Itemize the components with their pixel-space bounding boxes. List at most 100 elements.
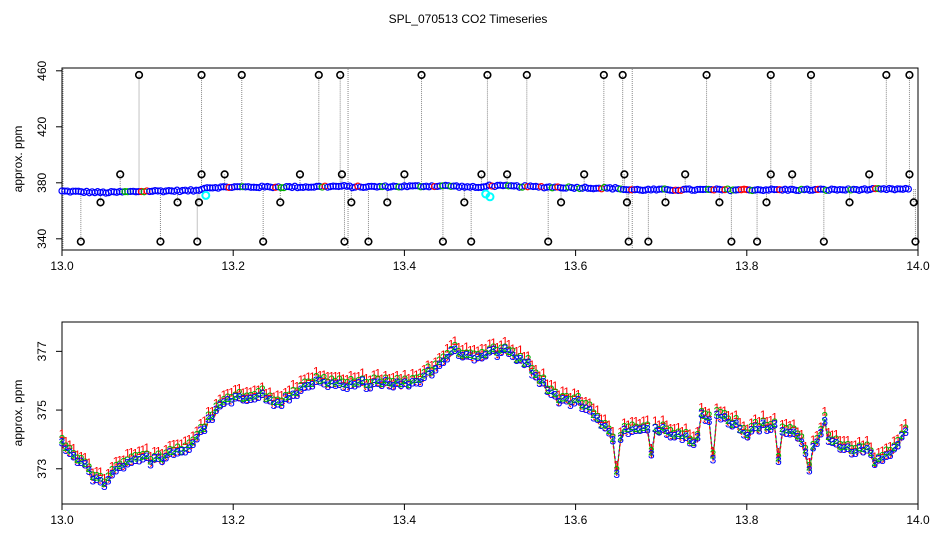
series-line-1 (61, 351, 907, 489)
series-1-marker: 1 (440, 348, 447, 362)
series-2-marker: 2 (475, 349, 482, 363)
outlier-point (766, 70, 775, 80)
series-1-marker: 1 (767, 413, 774, 427)
series-3-marker: 3 (151, 452, 158, 466)
series-2-marker: 2 (371, 372, 378, 386)
series-1-marker: 1 (244, 384, 251, 398)
series-2-marker: 2 (898, 428, 905, 442)
series-1-marker: 1 (286, 383, 293, 397)
outlier-point (197, 70, 206, 80)
series-2-marker: 2 (556, 392, 563, 406)
series-1-marker: 1 (328, 369, 335, 383)
series-1-marker: 1 (852, 438, 859, 452)
series-1-marker: 1 (59, 427, 66, 441)
series-3-marker: 3 (779, 424, 786, 438)
series-3-marker: 3 (271, 398, 278, 412)
series-3-marker: 3 (228, 395, 235, 409)
series-1-marker: 1 (818, 420, 825, 434)
series-2-marker: 2 (151, 450, 158, 464)
series-2-marker: 2 (479, 347, 486, 361)
series-2-marker: 2 (837, 438, 844, 452)
series-2-marker: 2 (767, 418, 774, 432)
series-2-marker: 2 (78, 453, 85, 467)
series-2-marker: 2 (798, 431, 805, 445)
series-2-marker: 2 (771, 416, 778, 430)
series-3-marker: 3 (163, 450, 170, 464)
series-2-marker: 2 (178, 444, 185, 458)
series-1-marker: 1 (798, 427, 805, 441)
series-1-marker: 1 (498, 338, 505, 352)
series-2-marker: 2 (294, 385, 301, 399)
series-1-marker: 1 (752, 412, 759, 426)
series-3-marker: 3 (583, 402, 590, 416)
series-2-marker: 2 (552, 386, 559, 400)
series-3-marker: 3 (159, 454, 166, 468)
outlier-point (788, 170, 797, 179)
outlier-point (340, 237, 349, 246)
series-3-marker: 3 (259, 387, 266, 401)
series-1-marker: 1 (417, 366, 424, 380)
outlier-point (467, 237, 476, 246)
series-1-marker: 1 (868, 440, 875, 454)
series-2-marker: 2 (818, 424, 825, 438)
series-2-marker: 2 (201, 421, 208, 435)
series-1-marker: 1 (860, 438, 867, 452)
series-3-marker: 3 (844, 441, 851, 455)
outlier-point (845, 198, 854, 207)
series-1-marker: 1 (201, 414, 208, 428)
series-3-marker: 3 (120, 460, 127, 474)
plot-frame (61, 67, 919, 251)
series-3-marker: 3 (717, 412, 724, 426)
series-3-marker: 3 (648, 448, 655, 462)
outlier-point (237, 70, 246, 80)
outlier-point (681, 170, 690, 179)
series-3-marker: 3 (702, 413, 709, 427)
outlier-point (193, 237, 202, 246)
series-1-marker: 1 (313, 364, 320, 378)
series-2-marker: 2 (536, 373, 543, 387)
series-2-marker: 2 (760, 415, 767, 429)
series-2-marker: 2 (193, 429, 200, 443)
series-3-marker: 3 (97, 474, 104, 488)
series-1-marker: 1 (687, 427, 694, 441)
series-1-marker: 1 (367, 373, 374, 387)
series-1-marker: 1 (340, 372, 347, 386)
outlier-point (276, 198, 285, 207)
series-1-marker: 1 (740, 419, 747, 433)
series-1-marker: 1 (147, 449, 154, 463)
series-3-marker: 3 (224, 394, 231, 408)
series-2-marker: 2 (579, 398, 586, 412)
series-3-marker: 3 (752, 420, 759, 434)
series-2-marker: 2 (783, 423, 790, 437)
outlier-point (337, 170, 347, 179)
series-3-marker: 3 (105, 473, 112, 487)
series-3-marker: 3 (78, 455, 85, 469)
series-3-marker: 3 (663, 427, 670, 441)
series-2-marker: 2 (378, 376, 385, 390)
series-3-marker: 3 (536, 376, 543, 390)
series-1-marker: 1 (671, 421, 678, 435)
series-2-marker: 2 (794, 428, 801, 442)
series-2-marker: 2 (725, 413, 732, 427)
x-tick-label: 13.6 (564, 259, 588, 273)
series-3-marker: 3 (891, 441, 898, 455)
series-3-marker: 3 (452, 343, 459, 357)
series-3-marker: 3 (617, 432, 624, 446)
series-1-marker: 1 (93, 464, 100, 478)
series-3-marker: 3 (217, 399, 224, 413)
series-2-marker: 2 (710, 447, 717, 461)
series-1-marker: 1 (109, 459, 116, 473)
series-3-marker: 3 (436, 358, 443, 372)
series-2-marker: 2 (490, 341, 497, 355)
y-tick-label: 420 (35, 116, 49, 136)
series-2-marker: 2 (440, 351, 447, 365)
series-1-marker: 1 (898, 421, 905, 435)
series-1-marker: 1 (725, 408, 732, 422)
series-3-marker: 3 (825, 434, 832, 448)
series-1-marker: 1 (679, 425, 686, 439)
x-tick-label: 13.4 (393, 513, 417, 527)
series-1-marker: 1 (390, 371, 397, 385)
series-2-marker: 2 (821, 410, 828, 424)
series-1-marker: 1 (552, 379, 559, 393)
